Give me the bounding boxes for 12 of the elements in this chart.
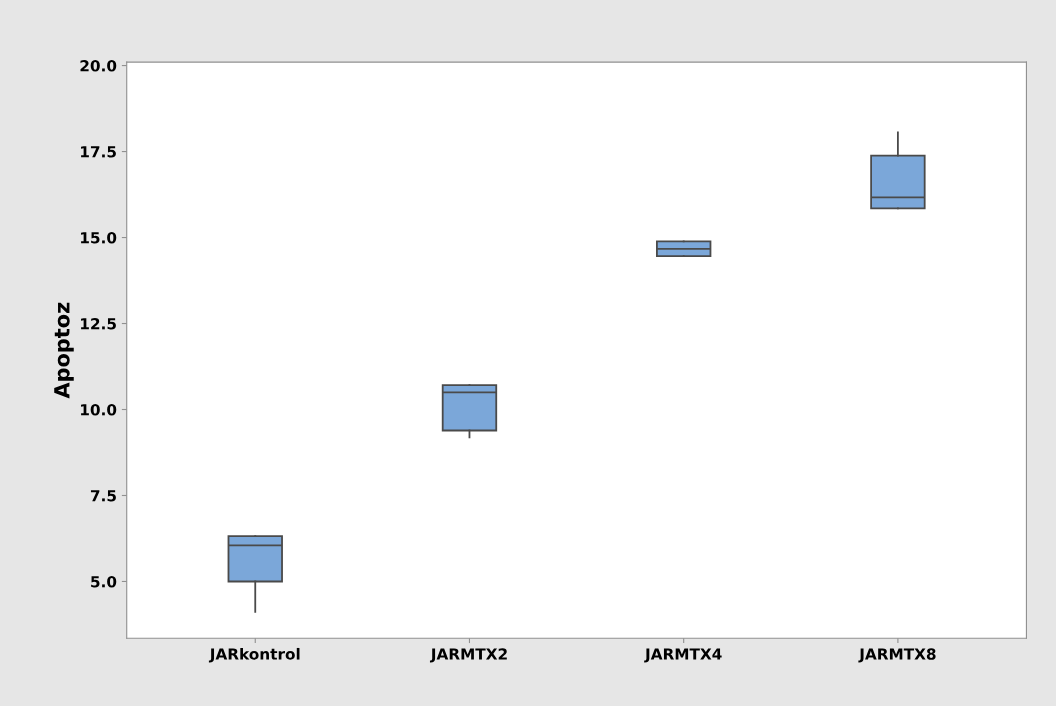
y-tick-label: 5.0 xyxy=(91,575,117,588)
y-tick-label: 7.5 xyxy=(90,490,116,502)
x-tick-label: JARMTX8 xyxy=(858,648,936,663)
x-tick-label: JARkontrol xyxy=(208,647,300,663)
y-tick-label: 10.0 xyxy=(81,403,117,416)
y-axis-title: Apoptoz xyxy=(54,302,74,399)
x-tick-label: JARMTX4 xyxy=(644,648,722,663)
y-tick-label: 12.5 xyxy=(81,317,116,330)
y-tick-label: 20.0 xyxy=(80,60,117,72)
y-tick-label: 17.5 xyxy=(81,146,116,158)
y-tick-label: 15.0 xyxy=(81,232,117,244)
x-tick-label: JARMTX2 xyxy=(429,648,507,663)
